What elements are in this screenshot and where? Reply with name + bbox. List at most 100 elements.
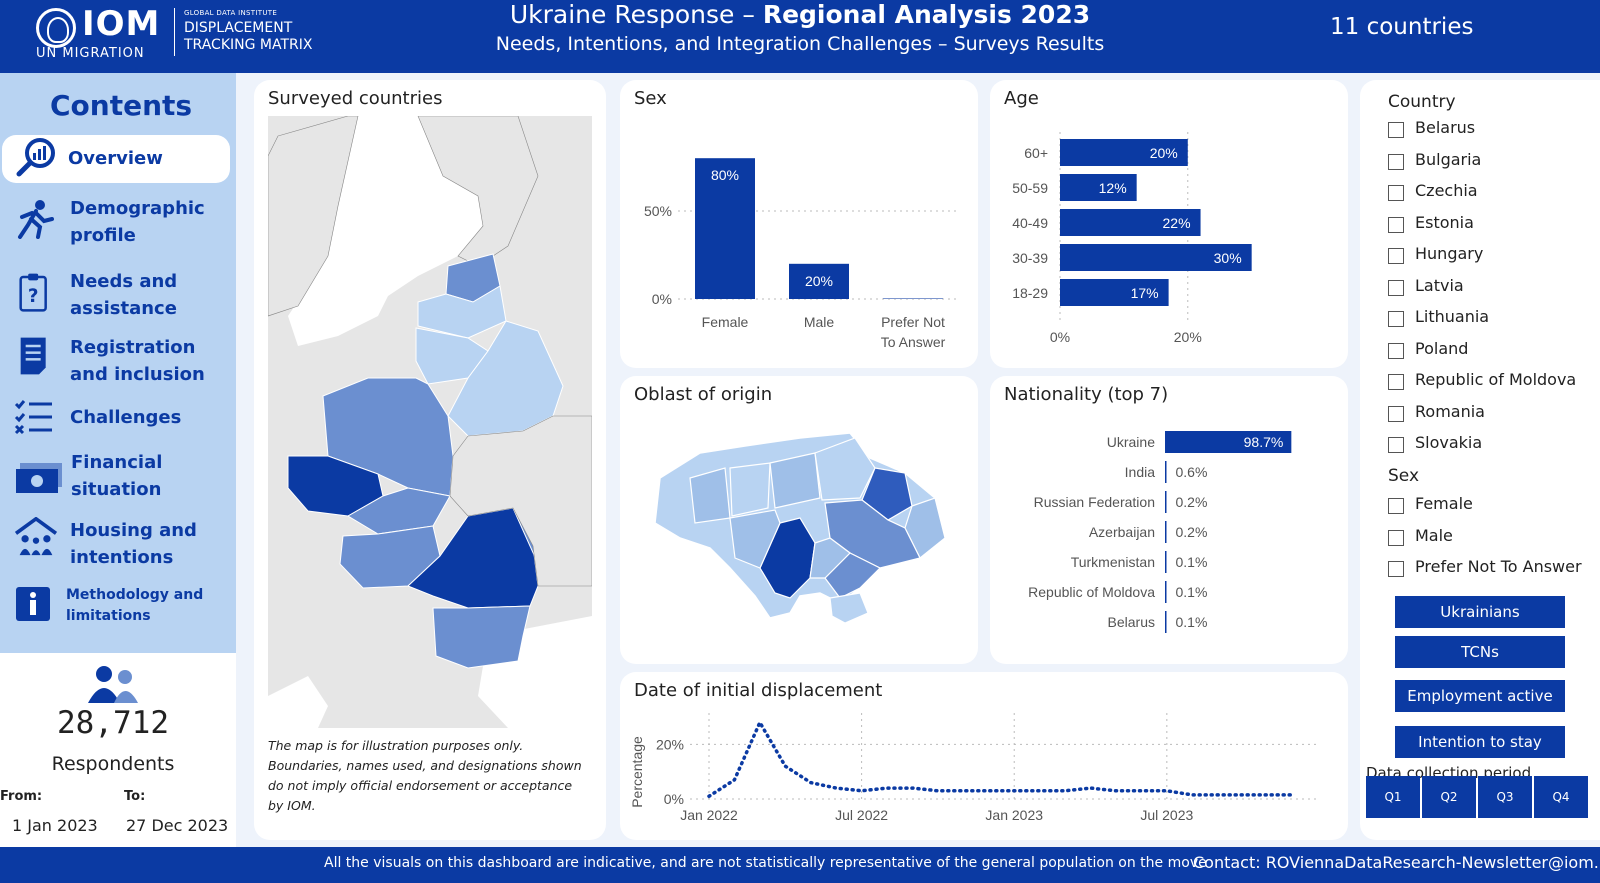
y-tick-label: India xyxy=(1125,464,1156,480)
displacement-card: Date of initial displacement 0% 20% Jan 20… xyxy=(620,672,1348,840)
checkbox-label: Bulgaria xyxy=(1415,149,1482,169)
iom-emblem-icon xyxy=(36,8,76,48)
sex-chart: 0% 50% 80% Female 20% Male Prefer Not To Answer xyxy=(644,158,960,350)
checkbox[interactable] xyxy=(1388,248,1404,264)
quarter-q2-button[interactable]: Q2 xyxy=(1422,776,1476,818)
ukrainians-button[interactable]: Ukrainians xyxy=(1395,596,1565,628)
nav-label: Methodology and limitations xyxy=(66,587,204,624)
x-tick-label: Male xyxy=(804,314,835,330)
x-tick-label: Jan 2023 xyxy=(985,807,1043,823)
sidebar: Contents Overview Demographic profile ? … xyxy=(0,73,236,653)
displacement-chart: 0% 20% Jan 2022 Jul 2022 Jan 2023 Jul 2023 Per… xyxy=(629,713,1320,823)
bar-value-label: 30% xyxy=(1214,250,1242,266)
checkbox-label: Estonia xyxy=(1415,212,1474,232)
bar-value-label: 0.1% xyxy=(1176,554,1208,570)
y-tick-label: Russian Federation xyxy=(1034,494,1155,510)
checkbox[interactable] xyxy=(1388,216,1404,233)
bar xyxy=(1165,521,1167,543)
info-icon xyxy=(16,587,50,621)
nav-challenges[interactable]: Challenges xyxy=(0,398,236,458)
x-tick-label: 0% xyxy=(1050,329,1070,345)
checkbox[interactable] xyxy=(1388,185,1404,201)
magnifier-chart-icon xyxy=(16,138,55,177)
checkbox[interactable] xyxy=(1388,279,1404,296)
quarter-q1-button[interactable]: Q1 xyxy=(1366,776,1420,818)
nav-registration-and-inclusion[interactable]: Registration and inclusion xyxy=(0,332,236,392)
bar xyxy=(1165,431,1292,453)
bar xyxy=(1060,279,1169,306)
checkbox[interactable] xyxy=(1388,374,1404,390)
to-label: To: xyxy=(124,789,146,804)
age-chart: 0% 20% 60+ 20% 50-59 12% 40-49 22% 30-39 30% 18-29… xyxy=(1012,132,1252,345)
checkbox[interactable] xyxy=(1388,498,1404,514)
checkbox[interactable] xyxy=(1388,342,1404,359)
respondents-count: 28,712 xyxy=(57,705,169,741)
page-title-bold: Regional Analysis 2023 xyxy=(762,0,1091,29)
tcns-button[interactable]: TCNs xyxy=(1395,636,1565,668)
x-tick-label: Jul 2023 xyxy=(1140,807,1193,823)
checkbox-label: Romania xyxy=(1415,401,1485,421)
checkbox-label: Republic of Moldova xyxy=(1415,370,1577,389)
checkbox[interactable] xyxy=(1388,437,1404,453)
y-tick-label: Republic of Moldova xyxy=(1028,584,1155,600)
nav-needs-and-assistance[interactable]: ? Needs and assistance xyxy=(0,266,236,326)
footer-disclaimer: All the visuals on this dashboard are in… xyxy=(324,855,1207,871)
nav-label: Challenges xyxy=(70,407,182,428)
checkbox-label: Slovakia xyxy=(1415,433,1483,452)
nav-financial-situation[interactable]: Financial situation xyxy=(0,447,236,507)
bar-value-label: 0.1% xyxy=(1176,614,1208,630)
surveyed-countries-map[interactable] xyxy=(268,116,592,728)
page-title-prefix: Ukraine Response – xyxy=(509,0,763,29)
checkbox[interactable] xyxy=(1388,405,1404,422)
iom-logo[interactable]: IOM UN MIGRATION GLOBAL DATA INSTITUTE D… xyxy=(36,4,336,66)
nav-housing-and-intentions[interactable]: Housing and intentions xyxy=(0,515,236,575)
checkbox[interactable] xyxy=(1388,122,1404,138)
employment-active-button[interactable]: Employment active xyxy=(1395,680,1565,712)
checkbox-label: Lithuania xyxy=(1415,307,1490,326)
contents-title: Contents xyxy=(50,89,193,122)
bar xyxy=(883,298,943,299)
footer-contact[interactable]: Contact: ROViennaDataResearch-Newsletter… xyxy=(1193,853,1600,872)
y-tick-label: 50% xyxy=(644,203,672,219)
x-tick-label: To Answer xyxy=(881,334,946,350)
nav-methodology-and-limitations[interactable]: Methodology and limitations xyxy=(0,581,236,641)
bar xyxy=(1060,209,1201,236)
from-label: From: xyxy=(0,789,43,804)
checkbox-label: Latvia xyxy=(1415,275,1464,295)
checkbox[interactable] xyxy=(1388,311,1404,327)
intention-to-stay-button[interactable]: Intention to stay xyxy=(1395,726,1565,758)
svg-text:?: ? xyxy=(28,286,39,307)
nav-demographic-profile[interactable]: Demographic profile xyxy=(0,193,236,253)
checkbox[interactable] xyxy=(1388,153,1404,170)
nav-label: Registration and inclusion xyxy=(70,337,205,385)
y-tick-label: Ukraine xyxy=(1107,434,1155,450)
nav-label: Housing and intentions xyxy=(70,520,197,568)
nav-label: Needs and assistance xyxy=(70,271,178,319)
y-tick-label: Turkmenistan xyxy=(1071,554,1155,570)
y-tick-label: Azerbaijan xyxy=(1089,524,1155,540)
country-count: 11 countries xyxy=(1330,14,1474,40)
checkbox[interactable] xyxy=(1388,529,1404,546)
nationality-chart: Ukraine 98.7% India 0.6% Russian Federation 0… xyxy=(1028,431,1292,633)
checklist-icon xyxy=(14,400,52,435)
oblast-map[interactable] xyxy=(650,428,950,628)
nav-label: Demographic profile xyxy=(70,198,205,246)
bar xyxy=(1165,461,1167,483)
card-title: Surveyed countries xyxy=(268,88,443,109)
nationality-card: Nationality (top 7) Ukraine 98.7% India 0.6… xyxy=(990,376,1348,664)
logo-sub: UN MIGRATION xyxy=(36,46,145,61)
quarter-q3-button[interactable]: Q3 xyxy=(1478,776,1532,818)
sex-filter-header: Sex xyxy=(1388,466,1420,486)
bar-value-label: 98.7% xyxy=(1244,434,1284,450)
logo-dtm: DISPLACEMENT TRACKING MATRIX xyxy=(184,20,312,54)
bar xyxy=(1060,139,1188,166)
nav-overview[interactable]: Overview xyxy=(2,135,230,183)
card-title: Date of initial displacement xyxy=(634,680,883,701)
quarter-q4-button[interactable]: Q4 xyxy=(1534,776,1588,818)
logo-dtm-line1: DISPLACEMENT xyxy=(184,20,293,36)
bar xyxy=(1165,611,1167,633)
bar-value-label: 20% xyxy=(805,273,833,289)
checkbox[interactable] xyxy=(1388,561,1404,577)
surveyed-countries-card: Surveyed countries The map is fo xyxy=(254,80,606,840)
y-axis-label: Percentage xyxy=(629,736,645,808)
